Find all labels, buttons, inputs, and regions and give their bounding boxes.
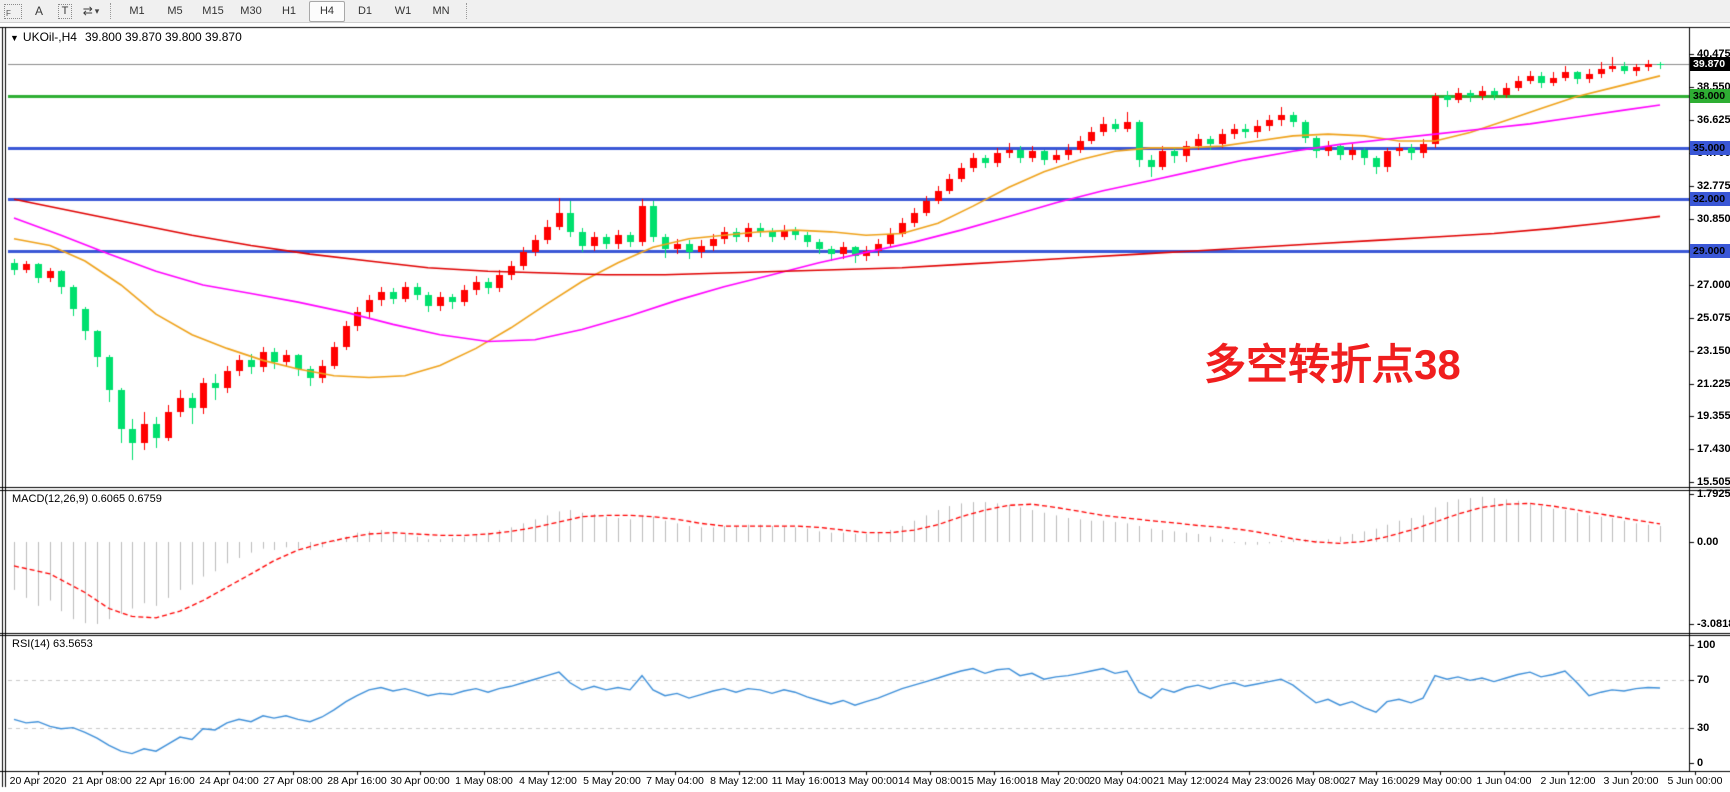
timeframe-button-M30[interactable]: M30: [240, 5, 262, 17]
caret-down-icon: ▾: [94, 5, 100, 16]
time-axis-label: 11 May 16:00: [771, 775, 835, 787]
time-axis-label: 21 May 12:00: [1153, 775, 1217, 787]
rsi-tick-label: 30: [1697, 721, 1710, 734]
timeframe-button-group: M1 M5 M15 M30 H1 H4 D1 W1 MN: [118, 0, 460, 22]
time-axis-label: 24 May 23:00: [1217, 775, 1281, 787]
time-axis-label: 7 May 04:00: [646, 775, 704, 787]
time-axis-label: 26 May 08:00: [1281, 775, 1345, 787]
timeframe-button-M15[interactable]: M15: [202, 5, 224, 17]
timeframe-button-D1[interactable]: D1: [357, 5, 373, 17]
price-tick-label: 23.150: [1697, 344, 1730, 357]
macd-tick-label: 1.7925: [1697, 488, 1730, 501]
rsi-tick-label: 0: [1697, 757, 1704, 769]
time-axis-label: 24 Apr 04:00: [199, 775, 259, 787]
time-axis-label: 20 May 04:00: [1089, 775, 1153, 787]
price-tick-label: 25.075: [1697, 311, 1730, 324]
time-axis-label: 29 May 00:00: [1408, 775, 1472, 787]
time-axis-label: 2 Jun 12:00: [1540, 775, 1596, 787]
macd-indicator-label: MACD(12,26,9) 0.6065 0.6759: [12, 493, 162, 505]
time-axis-label: 8 May 12:00: [710, 775, 768, 787]
price-tick-label: 15.505: [1697, 475, 1730, 488]
price-tick-label: 30.850: [1697, 212, 1730, 225]
time-axis-label: 18 May 20:00: [1026, 775, 1090, 787]
time-axis-label: 28 Apr 16:00: [327, 775, 387, 787]
chart-annotation-text: 多空转折点38: [1204, 341, 1461, 388]
price-tick-label: 17.430: [1697, 442, 1730, 455]
chart-canvas[interactable]: [0, 23, 1730, 792]
time-axis-label: 27 Apr 08:00: [263, 775, 323, 787]
time-axis-label: 13 May 00:00: [834, 775, 898, 787]
timeframe-button-H4[interactable]: H4: [309, 0, 345, 22]
time-axis-label: 27 May 16:00: [1344, 775, 1408, 787]
price-level-chip: 35.000: [1690, 140, 1730, 155]
price-tick-label: 36.625: [1697, 113, 1730, 126]
chart-grid-icon[interactable]: F: [1, 2, 25, 21]
macd-tick-label: 0.00: [1697, 536, 1719, 548]
time-axis-label: 5 May 20:00: [583, 775, 641, 787]
swap-arrows-icon[interactable]: ⇄ ▾: [82, 4, 100, 18]
timeframe-button-M1[interactable]: M1: [129, 5, 145, 17]
price-tick-label: 32.775: [1697, 179, 1730, 192]
symbol-ohlc-values: 39.800 39.870 39.800 39.870: [84, 30, 242, 44]
time-axis-label: 1 May 08:00: [455, 775, 513, 787]
symbol-name: UKOil-,H4: [22, 30, 77, 44]
toolbar-separator: [466, 3, 468, 19]
price-level-chip: 29.000: [1690, 243, 1730, 258]
time-axis-label: 4 May 12:00: [519, 775, 577, 787]
time-axis-label: 1 Jun 04:00: [1476, 775, 1532, 787]
textbox-t-icon[interactable]: T: [53, 2, 77, 21]
symbol-title: ▼ UKOil-,H4 39.800 39.870 39.800 39.870: [10, 30, 242, 44]
price-level-chip: 32.000: [1690, 192, 1730, 207]
timeframe-button-MN[interactable]: MN: [432, 5, 450, 17]
time-axis-label: 14 May 08:00: [898, 775, 962, 787]
timeframe-button-H1[interactable]: H1: [281, 5, 297, 17]
time-axis-label: 30 Apr 00:00: [390, 775, 450, 787]
time-axis-label: 20 Apr 2020: [9, 775, 67, 787]
rsi-tick-label: 100: [1697, 639, 1716, 651]
rsi-tick-label: 70: [1697, 674, 1710, 687]
price-tick-label: 21.225: [1697, 377, 1730, 390]
time-axis-label: 3 Jun 20:00: [1603, 775, 1659, 787]
time-axis-label: 21 Apr 08:00: [72, 775, 132, 787]
time-axis-label: 22 Apr 16:00: [135, 775, 195, 787]
chart-window: ▼ UKOil-,H4 39.800 39.870 39.800 39.870 MA…: [0, 23, 1730, 792]
price-tick-label: 27.000: [1697, 278, 1730, 291]
price-tick-label: 19.355: [1697, 409, 1730, 422]
timeframe-button-M5[interactable]: M5: [167, 5, 183, 17]
rsi-indicator-label: RSI(14) 63.5653: [12, 638, 93, 650]
timeframe-button-W1[interactable]: W1: [394, 5, 412, 17]
label-a-icon[interactable]: A: [34, 4, 43, 18]
symbol-dropdown-icon[interactable]: ▼: [10, 33, 19, 43]
price-level-chip: 38.000: [1690, 89, 1730, 104]
time-axis-label: 5 Jun 00:00: [1667, 775, 1723, 787]
toolbar-separator: [110, 3, 112, 19]
top-toolbar: F A T ⇄ ▾ M1 M5 M15 M30 H1 H4 D1 W1 MN: [0, 0, 1730, 23]
current-price-chip: 39.870: [1690, 57, 1730, 72]
macd-tick-label: -3.0818: [1697, 617, 1730, 630]
time-axis-label: 15 May 16:00: [962, 775, 1026, 787]
price-tick-label: 40.475: [1697, 48, 1730, 60]
